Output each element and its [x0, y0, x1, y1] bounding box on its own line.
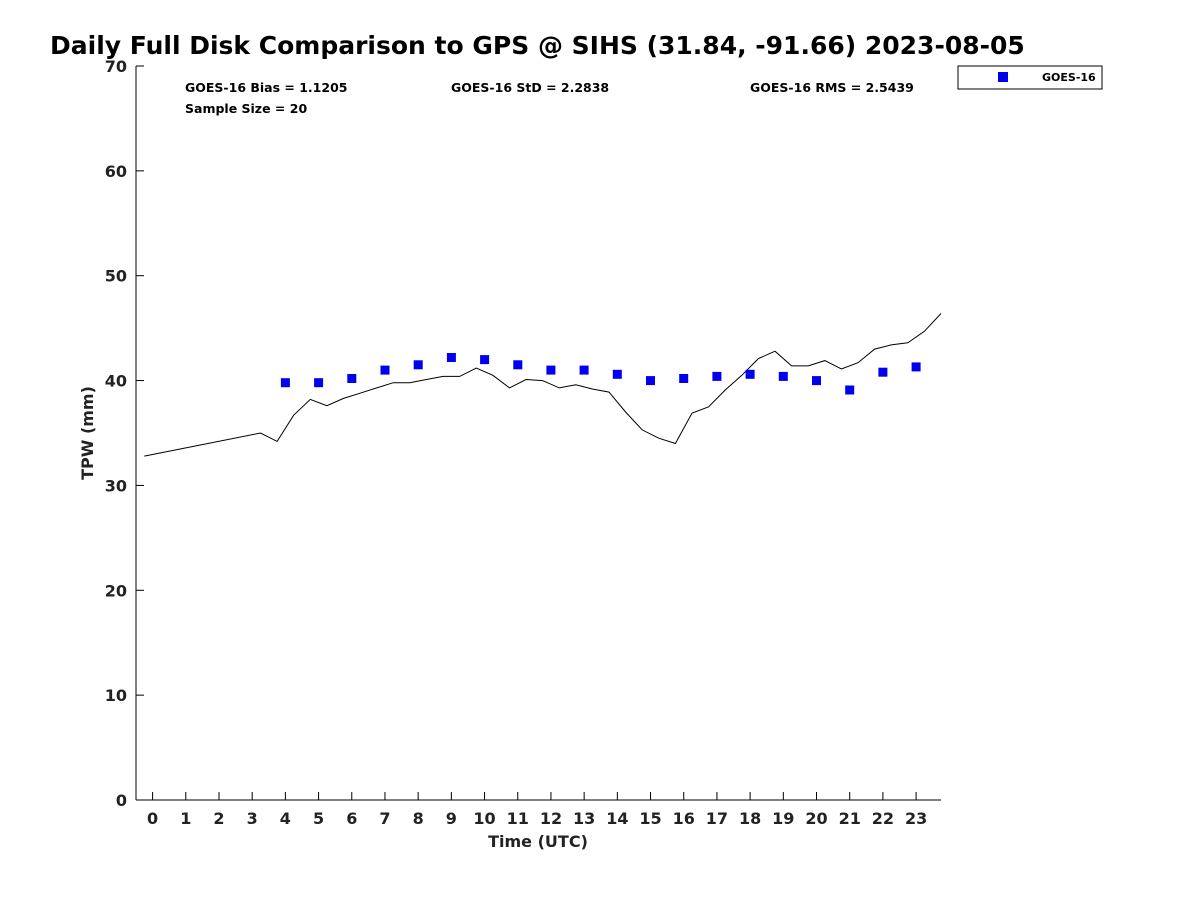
goes-16-point — [878, 367, 888, 377]
x-tick-label: 21 — [839, 809, 861, 828]
goes-16-point — [579, 365, 589, 375]
x-tick-label: 19 — [772, 809, 794, 828]
stats-annotations: GOES-16 Bias = 1.1205 GOES-16 StD = 2.28… — [185, 80, 914, 116]
x-tick-label: 13 — [573, 809, 595, 828]
goes-16-point — [446, 353, 456, 362]
x-tick-label: 17 — [706, 809, 728, 828]
y-axis-label: TPW (mm) — [78, 386, 97, 480]
x-tick-label: 22 — [872, 809, 894, 828]
stat-std: GOES-16 StD = 2.2838 — [451, 80, 609, 95]
x-tick-label: 10 — [473, 809, 495, 828]
x-tick-label: 9 — [446, 809, 457, 828]
x-tick-label: 11 — [507, 809, 529, 828]
legend: GOES-16 — [957, 65, 1103, 90]
y-tick-label: 0 — [116, 791, 127, 810]
x-tick-label: 12 — [540, 809, 562, 828]
x-tick-label: 16 — [673, 809, 695, 828]
goes-16-point — [413, 360, 423, 370]
x-tick-label: 15 — [639, 809, 661, 828]
x-tick-label: 4 — [280, 809, 291, 828]
goes-16-point — [911, 362, 921, 372]
gps-tpw-line — [144, 313, 942, 457]
stat-bias: GOES-16 Bias = 1.1205 — [185, 80, 347, 95]
goes-16-point — [347, 374, 357, 383]
x-axis-ticks: 0 1 2 3 4 5 6 7 8 9 10 11 12 13 14 15 16 17 18 19 20 21 22 23 — [147, 792, 927, 828]
x-tick-label: 5 — [313, 809, 324, 828]
legend-label-goes-16: GOES-16 — [1042, 71, 1096, 84]
stat-sample-size: Sample Size = 20 — [185, 101, 307, 116]
goes-16-point — [380, 365, 390, 375]
goes-16-point — [280, 378, 290, 388]
plot-lines — [144, 313, 942, 457]
legend-marker — [998, 72, 1008, 82]
stat-rms: GOES-16 RMS = 2.5439 — [750, 80, 914, 95]
goes-16-point — [646, 376, 655, 386]
goes-16-point — [480, 355, 490, 365]
y-tick-label: 50 — [105, 267, 127, 286]
y-tick-label: 10 — [105, 686, 127, 705]
x-tick-label: 14 — [606, 809, 628, 828]
goes-16-point — [812, 376, 821, 386]
x-tick-label: 8 — [413, 809, 424, 828]
y-tick-label: 20 — [105, 581, 127, 600]
legend-box — [957, 65, 1103, 90]
x-tick-label: 20 — [805, 809, 827, 828]
y-axis-ticks: 0 10 20 30 40 50 60 70 — [105, 57, 144, 810]
goes-16-point — [745, 369, 755, 379]
goes-16-point — [546, 365, 556, 375]
goes-16-point — [612, 369, 622, 379]
x-tick-label: 6 — [346, 809, 357, 828]
x-tick-label: 2 — [213, 809, 224, 828]
goes-16-point — [513, 360, 523, 370]
x-axis-label: Time (UTC) — [488, 832, 588, 851]
chart-title: Daily Full Disk Comparison to GPS @ SIHS… — [50, 31, 1025, 60]
x-tick-label: 3 — [247, 809, 258, 828]
x-tick-label: 7 — [379, 809, 390, 828]
goes-16-point — [314, 378, 324, 388]
goes-16-point — [845, 385, 855, 395]
y-tick-label: 40 — [105, 372, 127, 391]
x-tick-label: 1 — [180, 809, 191, 828]
y-tick-label: 70 — [105, 57, 127, 76]
y-tick-label: 30 — [105, 476, 127, 495]
x-tick-label: 23 — [905, 809, 927, 828]
goes-16-point — [712, 371, 722, 381]
plot-markers — [280, 353, 921, 395]
x-tick-label: 18 — [739, 809, 761, 828]
axes — [135, 66, 941, 801]
goes-16-point — [778, 371, 788, 381]
x-tick-label: 0 — [147, 809, 158, 828]
goes-16-point — [679, 374, 689, 383]
y-tick-label: 60 — [105, 162, 127, 181]
